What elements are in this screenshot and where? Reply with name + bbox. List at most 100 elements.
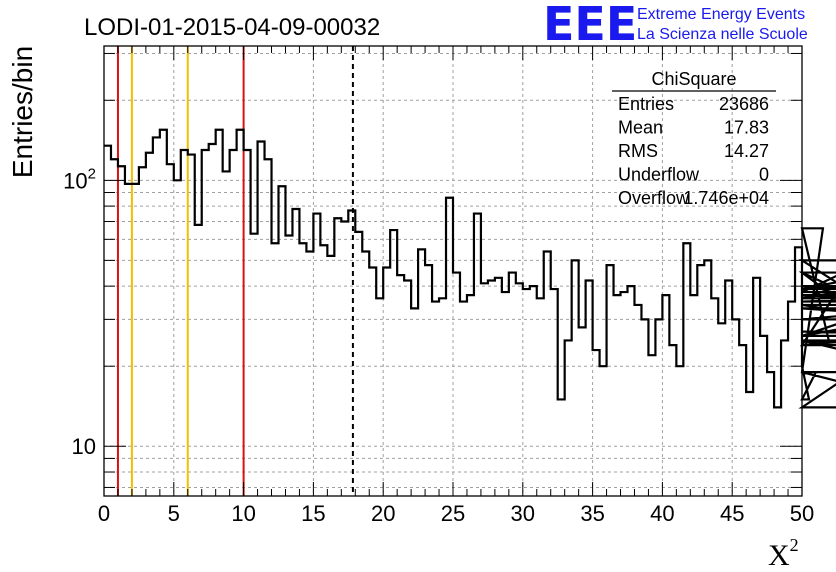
histogram-bin (676, 366, 683, 496)
histogram-bin (383, 268, 390, 496)
histogram-bin (662, 295, 669, 496)
histogram-bin (355, 232, 362, 496)
histogram-bin (509, 273, 516, 496)
x-tick-label: 20 (371, 501, 395, 526)
histogram-bin (704, 260, 711, 496)
histogram-bin (621, 292, 628, 496)
histogram-bin (739, 345, 746, 496)
stats-label: Underflow (618, 165, 700, 185)
histogram-bin (411, 308, 418, 496)
x-tick-label: 40 (650, 501, 674, 526)
histogram-bin (481, 283, 488, 496)
logo-letters: EEE (543, 0, 637, 51)
stats-value: 1.746e+04 (683, 188, 769, 208)
histogram-bin (362, 251, 369, 496)
histogram-bin (774, 407, 781, 496)
stats-label: Entries (618, 94, 674, 114)
histogram-bin (202, 150, 209, 496)
histogram-bin (167, 164, 174, 496)
histogram-bin (251, 234, 258, 496)
histogram-bin (788, 302, 795, 496)
histogram-bin (425, 265, 432, 496)
histogram-bin (299, 243, 306, 496)
x-tick-label: 45 (720, 501, 744, 526)
histogram-bin (760, 336, 767, 496)
histogram-bin (209, 144, 216, 496)
histogram-bin (146, 153, 153, 496)
histogram-bin (174, 180, 181, 496)
histogram-bin (125, 184, 132, 496)
histogram-bin (600, 366, 607, 496)
x-axis-title-base: X (768, 539, 790, 572)
histogram-bin (272, 243, 279, 496)
histogram-bin (572, 260, 579, 496)
logo-line2: La Scienza nelle Scuole (637, 26, 808, 43)
histogram-bin (607, 265, 614, 496)
stats-label: RMS (618, 141, 658, 161)
x-tick-label: 35 (580, 501, 604, 526)
eee-logo: EEE Extreme Energy Events La Scienza nel… (543, 0, 808, 51)
histogram-bin (418, 249, 425, 496)
x-tick-labels: 0 5 10 15 20 25 30 35 40 45 50 (98, 501, 814, 526)
histogram-bin (334, 218, 341, 496)
histogram-bin (216, 130, 223, 496)
histogram-bin (244, 150, 251, 496)
x-tick-label: 0 (98, 501, 110, 526)
histogram-bin (474, 214, 481, 496)
reference-lines (116, 46, 354, 496)
histogram-bin (516, 283, 523, 496)
histogram-bin (132, 184, 139, 496)
histogram-bin (230, 150, 237, 496)
stats-value: 17.83 (724, 118, 769, 138)
histogram-bin (153, 137, 160, 496)
histogram-bin (641, 319, 648, 496)
histogram-bin (711, 298, 718, 496)
histogram-bin (376, 298, 383, 496)
histogram (104, 128, 836, 496)
histogram-bin (781, 340, 788, 496)
x-tick-label: 50 (790, 501, 814, 526)
histogram-bin (341, 222, 348, 496)
histogram-bin (753, 278, 760, 496)
histogram-bin (523, 289, 530, 496)
histogram-bin (460, 302, 467, 496)
histogram-bin (432, 302, 439, 496)
histogram-bin (690, 295, 697, 496)
histogram-bin (306, 251, 313, 496)
histogram-bin (614, 295, 621, 496)
histogram-bin (453, 273, 460, 496)
histogram-bin (683, 243, 690, 496)
histogram-bin (223, 171, 230, 496)
x-tick-label: 25 (441, 501, 465, 526)
stats-box: ChiSquare Entries 23686 Mean 17.83 RMS 14.27 U… (612, 69, 776, 208)
x-tick-label: 5 (168, 501, 180, 526)
histogram-bin (767, 372, 774, 496)
histogram-bin (265, 159, 272, 496)
histogram-bin (697, 265, 704, 496)
histogram-bin (279, 186, 286, 496)
histogram-bin (285, 236, 292, 496)
histogram-bin (237, 130, 244, 496)
histogram-bin (467, 295, 474, 496)
histogram-bin (111, 159, 118, 496)
histogram-bin (565, 340, 572, 496)
stats-label: Mean (618, 118, 663, 138)
histogram-bin (446, 198, 453, 496)
stats-value: 0 (759, 165, 769, 185)
histogram-bin (669, 345, 676, 496)
histogram-bin (397, 275, 404, 496)
histogram-bin (537, 298, 544, 496)
histogram-bin (348, 211, 355, 496)
histogram-bin (313, 214, 320, 496)
stats-value: 14.27 (724, 141, 769, 161)
histogram-bin (439, 298, 446, 496)
histogram-bin (195, 225, 202, 496)
histogram-bin (586, 281, 593, 496)
histogram-bin (593, 350, 600, 496)
x-tick-label: 30 (511, 501, 535, 526)
histogram-bin (551, 289, 558, 496)
histogram-bin (725, 281, 732, 496)
y-axis-title: Entries/bin (7, 46, 38, 178)
histogram-bin (732, 319, 739, 496)
